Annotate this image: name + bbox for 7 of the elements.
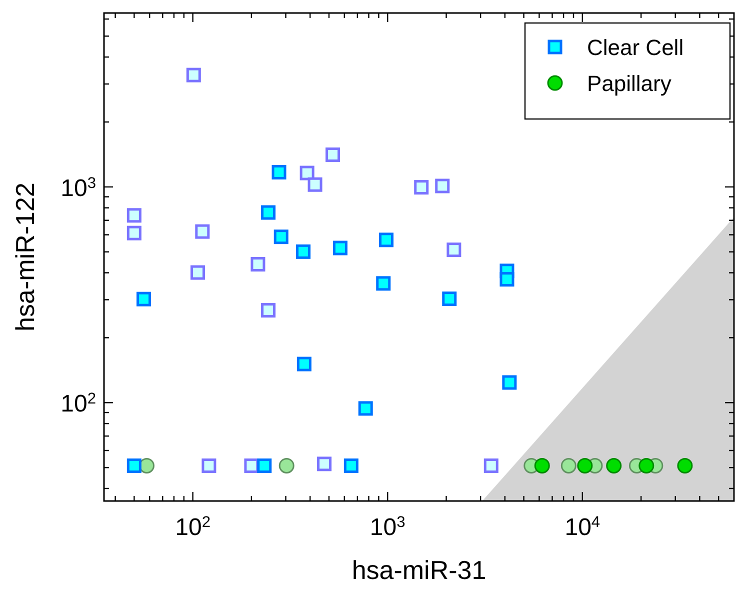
- x-tick-label: 10$^{2}$: [175, 514, 211, 541]
- y-axis-title: hsa-miR-122: [10, 182, 40, 332]
- legend-label: Papillary: [587, 71, 672, 96]
- legend-label: Clear Cell: [587, 35, 684, 60]
- x-tick-label: 10$^{3}$: [370, 514, 406, 541]
- x-tick-label: 10$^{4}$: [564, 514, 600, 541]
- x-axis-title: hsa-miR-31: [352, 555, 486, 585]
